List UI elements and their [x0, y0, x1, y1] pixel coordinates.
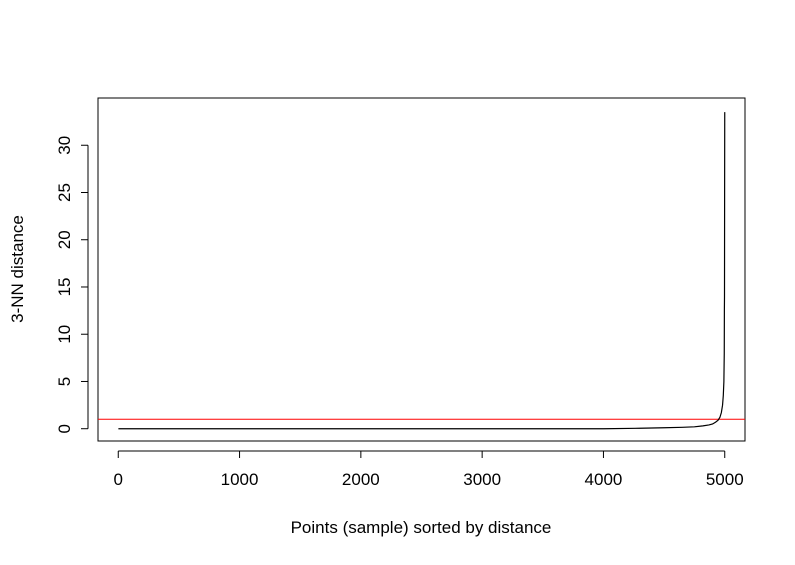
plot-frame — [97, 97, 746, 442]
y-tick-label-6: 30 — [55, 136, 74, 155]
y-tick-label-4: 20 — [55, 230, 74, 249]
x-tick-label-4: 4000 — [585, 470, 623, 489]
x-tick-label-1: 1000 — [221, 470, 259, 489]
x-tick-label-3: 3000 — [463, 470, 501, 489]
y-tick-label-5: 25 — [55, 183, 74, 202]
x-tick-label-2: 2000 — [342, 470, 380, 489]
y-tick-label-0: 0 — [55, 424, 74, 433]
x-tick-label-5: 5000 — [706, 470, 744, 489]
y-axis-label: 3-NN distance — [8, 215, 27, 323]
x-tick-label-0: 0 — [114, 470, 123, 489]
series-line-0 — [118, 112, 726, 430]
x-axis: 0 1000 2000 3000 4000 5000 — [114, 450, 744, 489]
plot-content — [98, 112, 745, 430]
y-tick-label-2: 10 — [55, 325, 74, 344]
y-axis: 0 5 10 15 20 25 30 — [55, 136, 89, 433]
x-axis-label: Points (sample) sorted by distance — [291, 518, 552, 537]
y-tick-label-3: 15 — [55, 278, 74, 297]
y-tick-label-1: 5 — [55, 377, 74, 386]
